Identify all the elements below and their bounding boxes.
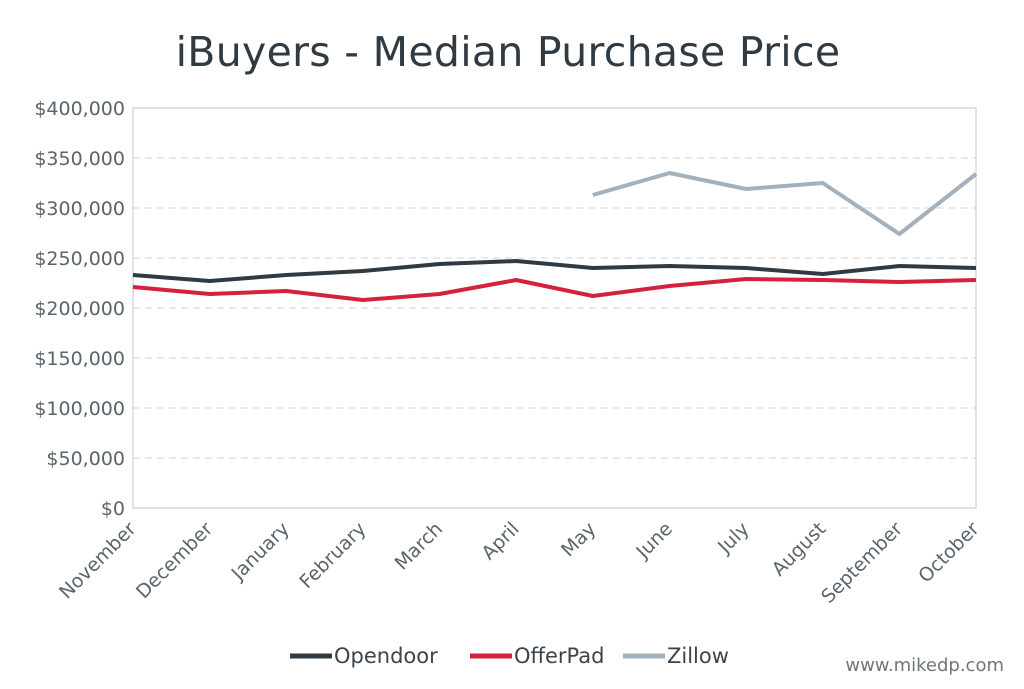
x-tick-label: August xyxy=(768,518,831,581)
gridlines xyxy=(133,157,976,459)
chart-title: iBuyers - Median Purchase Price xyxy=(175,28,841,76)
y-tick-label: $150,000 xyxy=(34,348,125,370)
series-lines xyxy=(132,171,978,302)
series-line-zillow xyxy=(592,171,978,236)
legend-label: OfferPad xyxy=(514,644,604,668)
x-tick-label: September xyxy=(817,518,907,608)
y-axis-tick-labels: $0 $50,000 $100,000 $150,000 $200,000 $250,00… xyxy=(34,98,125,520)
series-line-opendoor xyxy=(132,259,977,283)
x-tick-label: April xyxy=(477,518,523,564)
y-tick-label: $250,000 xyxy=(34,248,125,270)
x-tick-label: November xyxy=(55,518,141,604)
legend-label: Opendoor xyxy=(334,644,438,668)
y-tick-label: $350,000 xyxy=(34,148,125,170)
y-tick-label: $100,000 xyxy=(34,398,125,420)
y-tick-label: $50,000 xyxy=(46,448,125,470)
y-tick-label: $400,000 xyxy=(34,98,125,120)
x-tick-label: July xyxy=(713,518,753,558)
series-line-offerpad xyxy=(132,277,977,302)
x-tick-label: January xyxy=(227,518,294,585)
x-tick-label: October xyxy=(914,518,983,587)
x-tick-label: June xyxy=(631,518,677,564)
x-tick-label: March xyxy=(391,518,448,575)
y-tick-label: $0 xyxy=(101,498,125,520)
y-tick-label: $200,000 xyxy=(34,298,125,320)
x-tick-label: December xyxy=(132,518,217,603)
legend: Opendoor OfferPad Zillow xyxy=(290,644,729,668)
watermark-text: www.mikedp.com xyxy=(845,655,1004,676)
y-tick-label: $300,000 xyxy=(34,198,125,220)
legend-label: Zillow xyxy=(667,644,729,668)
x-tick-label: May xyxy=(557,518,600,561)
x-tick-label: February xyxy=(295,518,370,593)
plot-area-frame xyxy=(132,107,977,509)
